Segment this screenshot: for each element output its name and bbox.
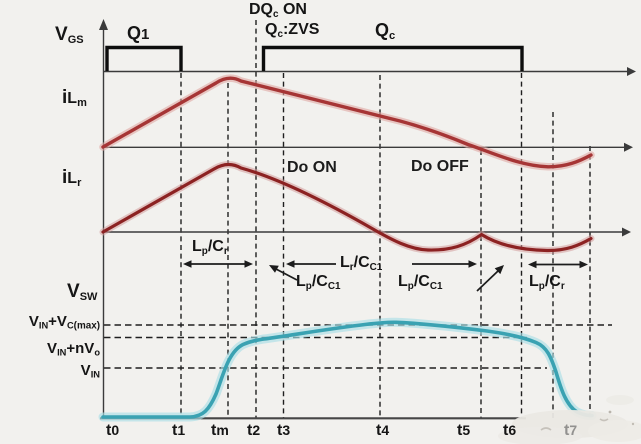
interval-lr-cc1-label: Lr/CC1 [340,254,383,273]
time-tick-t4: t4 [376,422,390,439]
ilr-axis-label: iLr [62,167,82,190]
do-on-label: Do ON [287,159,337,176]
ilm-axis-label: iLm [62,87,87,110]
watermark-smudge [498,395,641,444]
vgs-axis-label: VGS [55,24,84,47]
q1-pulse [105,45,183,71]
interval-lp-cr-right-label: Lp/Cr [529,273,565,292]
vsw-curve [98,317,597,422]
qc-zvs-label: Qc:ZVS [265,21,320,40]
q1-pulse-label: Q1 [127,23,150,43]
ilm-curve [99,74,595,171]
vgs-gate-pulses [105,45,524,71]
level-vin-plus-vcmax-label: VIN+VC(max) [28,313,100,332]
qc-pulse [261,45,524,71]
time-tick-t0: t0 [106,422,120,439]
interval-lp-cc1-left-label: Lp/CC1 [296,273,341,292]
level-vin-label: VIN [80,362,100,380]
vsw-axis-label: VSW [67,281,98,304]
level-vin-plus-nvo-label: VIN+nVo [47,340,100,358]
time-tick-t5: t5 [457,422,471,439]
time-tick-t7: t7 [564,422,578,439]
time-tick-t6: t6 [503,422,517,439]
time-tick-t1: t1 [172,422,186,439]
interval-arrows [183,260,588,292]
time-tick-t2: t2 [247,422,261,439]
time-tick-tm: tm [211,422,229,439]
do-off-label: Do OFF [411,158,469,175]
interval-lp-cc1-right-label: Lp/CC1 [398,273,443,292]
interval-lp-cr-left-label: Lp/Cr [192,238,228,257]
qc-pulse-label: Qc [375,20,396,43]
ilr-curve [99,161,595,255]
dqc-on-label: DQc ON [249,1,307,20]
time-tick-t3: t3 [277,422,291,439]
